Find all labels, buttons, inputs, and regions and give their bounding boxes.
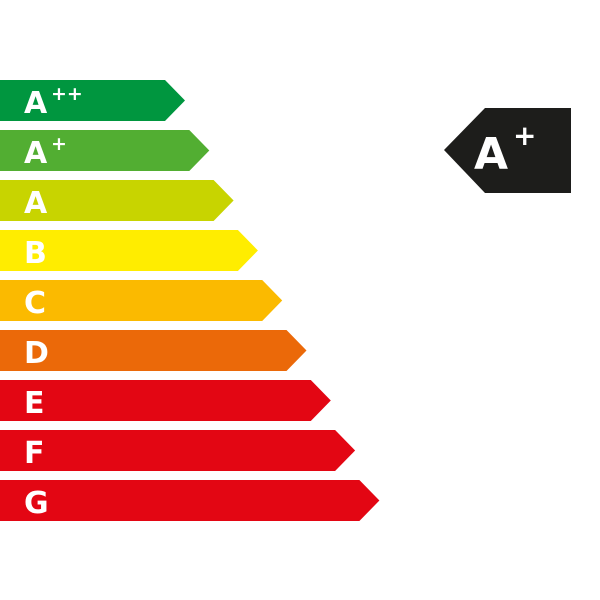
class-arrow <box>0 280 283 321</box>
class-letter: D <box>24 336 49 371</box>
rating-letter: A <box>474 129 508 180</box>
class-superscript: + <box>51 133 67 155</box>
rating-indicator: A + <box>444 108 571 193</box>
class-letter: F <box>24 436 45 471</box>
class-letter: A <box>24 86 48 121</box>
rating-superscript: + <box>513 119 536 152</box>
energy-class-bar: A ++ <box>0 80 185 121</box>
energy-class-bar: B <box>0 230 258 271</box>
energy-class-bar: A + <box>0 130 210 171</box>
class-letter: B <box>24 236 47 271</box>
class-letter: A <box>24 136 48 171</box>
rating-arrow <box>444 108 571 193</box>
class-letter: E <box>24 386 45 421</box>
class-arrow <box>0 480 380 521</box>
class-letter: C <box>24 286 46 321</box>
energy-class-bar: A <box>0 180 234 221</box>
class-arrow <box>0 330 307 371</box>
class-superscript: ++ <box>51 83 83 105</box>
class-arrow <box>0 130 210 171</box>
energy-class-bar: G <box>0 480 380 521</box>
class-arrow <box>0 180 234 221</box>
class-arrow <box>0 230 258 271</box>
class-arrow <box>0 430 356 471</box>
class-arrow <box>0 380 331 421</box>
energy-class-bar: F <box>0 430 356 471</box>
energy-class-bar: C <box>0 280 283 321</box>
class-letter: A <box>24 186 48 221</box>
class-arrow <box>0 80 185 121</box>
energy-class-bar: E <box>0 380 331 421</box>
energy-class-bar: D <box>0 330 307 371</box>
class-letter: G <box>24 486 49 521</box>
